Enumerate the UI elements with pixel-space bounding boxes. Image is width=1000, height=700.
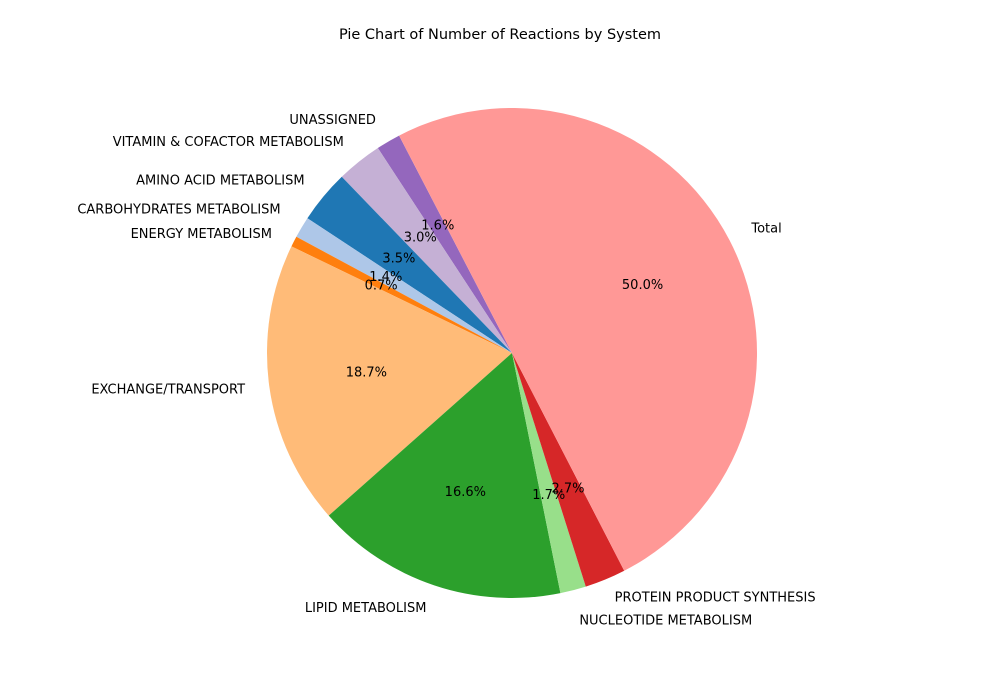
slice-percent-label: 3.5% [382,252,415,267]
pie-slice [512,353,586,594]
pie-slice [512,353,625,587]
slice-label: PROTEIN PRODUCT SYNTHESIS [615,591,816,606]
pie-wedges [267,107,758,598]
pie-slice [296,218,512,353]
slice-percent-label: 16.6% [445,485,486,500]
pie-slice [399,107,758,571]
slice-label: CARBOHYDRATES METABOLISM [77,202,280,217]
slice-label: VITAMIN & COFACTOR METABOLISM [113,135,344,150]
slice-percent-label: 0.7% [365,279,398,294]
slice-label: LIPID METABOLISM [305,601,427,616]
pie-slice [341,148,512,353]
slice-label: AMINO ACID METABOLISM [136,173,304,188]
slice-label: EXCHANGE/TRANSPORT [91,382,245,397]
pie-slice [267,246,512,516]
slice-label: UNASSIGNED [289,113,376,128]
pie-slice [328,353,561,598]
slice-percent-label: 1.6% [421,219,454,234]
pie-slice [307,176,512,353]
slice-percent-label: 2.7% [551,481,584,496]
slice-label: ENERGY METABOLISM [131,227,272,242]
chart-title: Pie Chart of Number of Reactions by Syst… [338,27,662,43]
slice-percent-label: 50.0% [622,278,663,293]
slice-percent-label: 1.4% [369,270,402,285]
slice-percent-label: 1.7% [532,488,565,503]
pie-slice [377,135,512,353]
slice-label: NUCLEOTIDE METABOLISM [579,613,752,628]
pie-slice [291,236,512,353]
slice-percent-label: 18.7% [346,366,387,381]
slice-label: Total [750,222,781,237]
pie-labels: UNASSIGNED 1.6% VITAMIN & COFACTOR METABOL… [77,113,815,629]
slice-percent-label: 3.0% [404,231,437,246]
